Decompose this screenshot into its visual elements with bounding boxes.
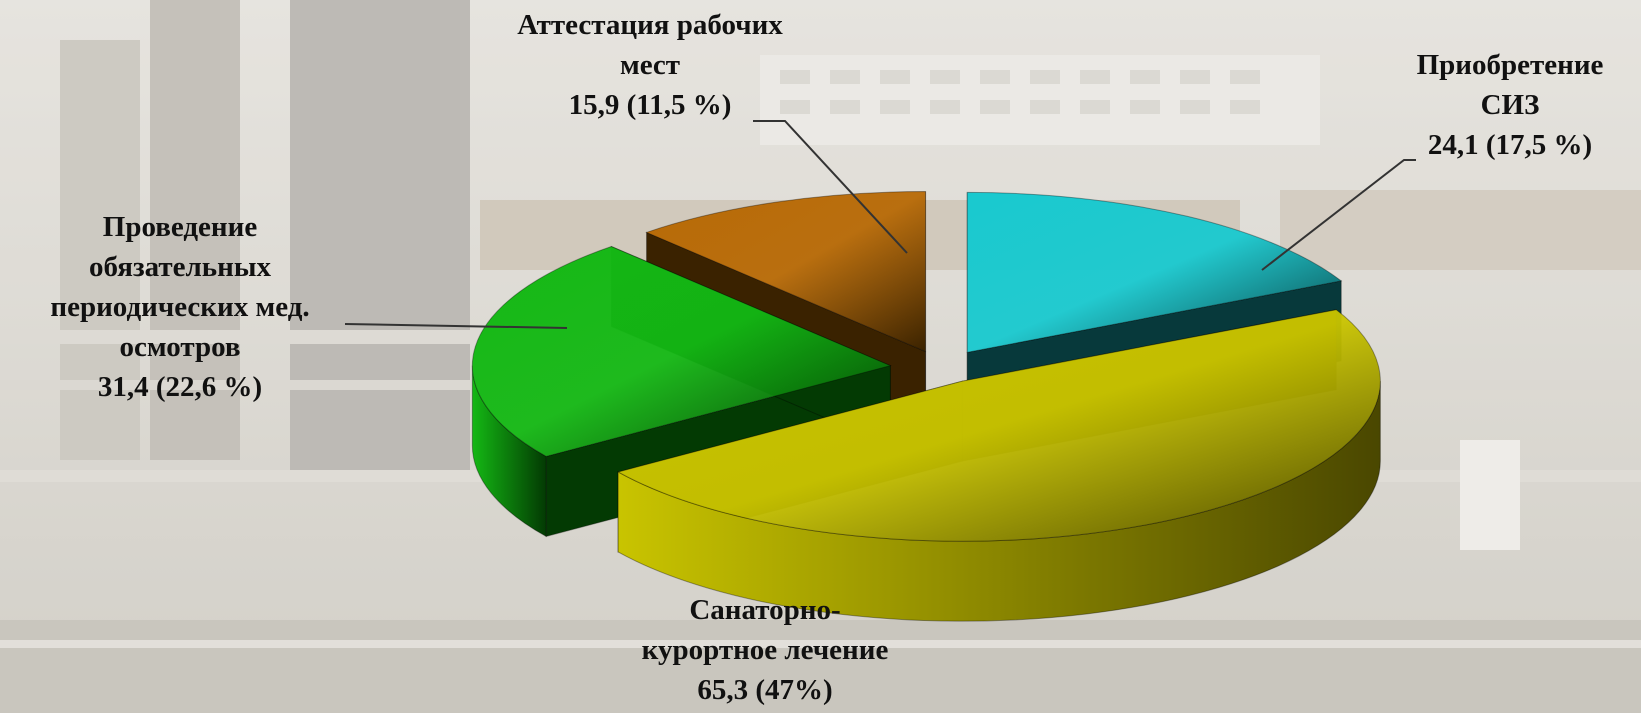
label-attestation-value: 15,9 (11,5 %)	[568, 89, 732, 121]
label-sanatorium-line2: курортное лечение	[641, 634, 889, 666]
label-sanatorium-value: 65,3 (47%)	[697, 674, 833, 706]
pie-slice-sanatorium	[616, 309, 1381, 622]
label-medical-value: 31,4 (22,6 %)	[97, 371, 263, 403]
label-siz: Приобретение СИЗ 24,1 (17,5 %)	[1380, 45, 1640, 165]
label-attestation-line1: Аттестация рабочих	[517, 9, 783, 41]
leader-line-attestation	[753, 120, 908, 254]
label-medical-line3: периодических мед.	[50, 291, 310, 323]
label-medical-line1: Проведение	[102, 211, 258, 243]
label-siz-line2: СИЗ	[1480, 89, 1540, 121]
label-siz-line1: Приобретение	[1416, 49, 1604, 81]
label-medical-line2: обязательных	[89, 251, 271, 283]
label-sanatorium-line1: Санаторно-	[689, 594, 841, 626]
leader-line-siz	[1261, 159, 1416, 271]
label-medical: Проведение обязательных периодических ме…	[0, 207, 360, 407]
label-attestation-line2: мест	[619, 49, 681, 81]
label-medical-line4: осмотров	[119, 331, 241, 363]
label-sanatorium: Санаторно- курортное лечение 65,3 (47%)	[540, 590, 990, 710]
label-attestation: Аттестация рабочих мест 15,9 (11,5 %)	[450, 5, 850, 125]
leader-line-medical	[344, 323, 568, 329]
label-siz-value: 24,1 (17,5 %)	[1427, 129, 1593, 161]
